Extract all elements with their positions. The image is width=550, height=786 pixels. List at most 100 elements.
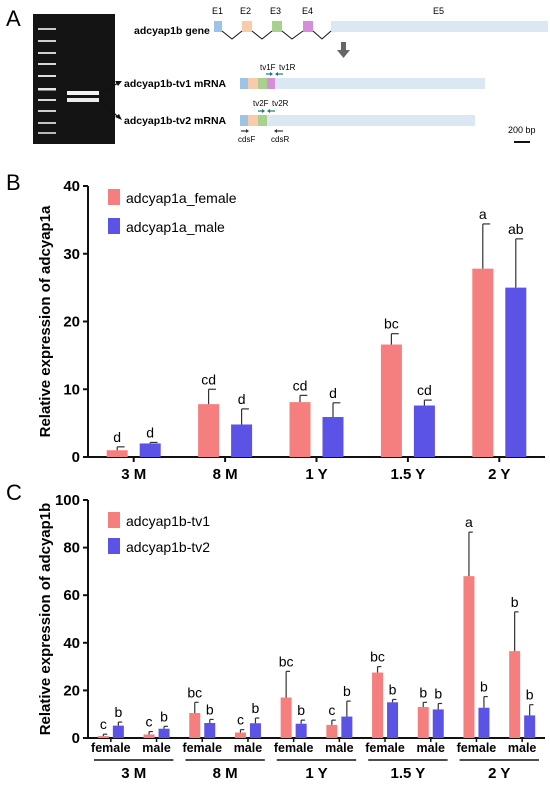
sample-band-tv2	[67, 98, 99, 102]
tv2-bar	[295, 723, 307, 738]
exon-label-e3: E3	[270, 6, 281, 16]
tv2-significance-label: b	[343, 683, 351, 699]
exon-label-e5: E5	[433, 6, 444, 16]
exon-box-e1	[214, 21, 222, 32]
primer-arrowhead-cdsr	[274, 129, 277, 133]
legend-label: adcyap1a_female	[126, 190, 237, 206]
intron-line-1	[221, 30, 243, 40]
panel-a-letter: A	[6, 6, 21, 31]
agarose-gel-image	[33, 14, 115, 144]
x-group-label: 1.5 Y	[391, 765, 426, 782]
tv1-bar	[189, 713, 201, 738]
tv1-bar	[326, 724, 338, 738]
tv2-bar	[112, 725, 124, 738]
tv2-bar	[432, 709, 444, 738]
tv1-bar	[463, 576, 475, 738]
tv2-significance-label: b	[526, 687, 534, 703]
tv1-bar	[417, 707, 429, 738]
legend-swatch	[108, 538, 120, 554]
gel-background	[33, 14, 115, 144]
tv2-mrna-label: adcyap1b-tv2 mRNA	[124, 115, 227, 127]
tv1-bar	[143, 734, 155, 738]
y-tick-label: 0	[72, 730, 80, 747]
y-axis-title: Relative expression of adcyap1a	[37, 205, 54, 437]
x-sex-label: female	[182, 741, 222, 755]
ladder-band	[38, 40, 56, 42]
primer-label-tv1r: tv1R	[279, 63, 296, 72]
female-significance-label: bc	[384, 316, 399, 332]
tv1-mrna-label: adcyap1b-tv1 mRNA	[124, 78, 227, 90]
y-tick-label: 30	[63, 246, 80, 263]
primer-label-cdsf: cdsF	[238, 135, 255, 144]
gene-exon-boxes	[214, 21, 548, 32]
exon-box-e4	[303, 21, 313, 32]
ladder-band	[38, 122, 56, 124]
x-category-label: 1.5 Y	[391, 466, 426, 483]
male-bar	[139, 443, 161, 457]
legend-swatch	[108, 512, 120, 528]
primer-arrowhead-cdsf	[246, 129, 249, 133]
transcription-arrow-shaft	[341, 42, 346, 51]
x-group-label: 1 Y	[305, 765, 327, 782]
y-tick-label: 0	[72, 449, 80, 466]
gel-arrow-tv2	[100, 99, 119, 118]
tv1-mrna-exons	[240, 78, 485, 89]
ladder-band	[38, 99, 56, 101]
female-significance-label: cd	[293, 377, 308, 393]
tv2-bar	[249, 723, 261, 738]
tv1-significance-label: b	[419, 684, 427, 700]
gel-arrowhead-tv2	[115, 114, 122, 120]
x-sex-label: female	[457, 741, 497, 755]
exon-label-e4: E4	[302, 6, 313, 16]
intron-line-3	[281, 30, 304, 40]
tv1-significance-label: a	[465, 514, 473, 530]
y-tick-label: 100	[55, 492, 80, 509]
male-significance-label: ab	[508, 221, 524, 237]
exon-label-e2: E2	[240, 6, 251, 16]
sample-band-tv1	[67, 91, 99, 95]
tv1-bar	[509, 651, 521, 738]
tv2-bar	[341, 716, 353, 738]
female-significance-label: a	[479, 206, 487, 222]
legend-label: adcyap1b-tv2	[126, 539, 210, 555]
ladder-band	[38, 110, 56, 112]
tv1-bar	[234, 732, 246, 738]
tv1-significance-label: bc	[279, 653, 294, 669]
y-tick-label: 20	[63, 314, 80, 331]
intron-line-2	[251, 30, 273, 40]
tv1-significance-label: c	[328, 702, 335, 718]
tv2-significance-label: b	[297, 702, 305, 718]
scale-bar-label: 200 bp	[508, 125, 536, 135]
x-group-label: 2 Y	[488, 765, 510, 782]
x-sex-label: female	[274, 741, 314, 755]
female-significance-label: d	[113, 429, 121, 445]
primer-arrowhead-tv1r	[275, 72, 278, 76]
male-bar	[505, 287, 527, 457]
y-tick-label: 20	[63, 682, 80, 699]
y-tick-label: 10	[63, 381, 80, 398]
y-axis-title: Relative expression of adcyap1b	[37, 503, 54, 736]
tv2-significance-label: b	[160, 708, 168, 724]
primer-label-tv2r: tv2R	[272, 99, 289, 108]
female-significance-label: cd	[201, 371, 216, 387]
panel-c-letter: C	[6, 480, 22, 505]
x-sex-label: male	[417, 741, 446, 755]
tv1-significance-label: bc	[370, 649, 385, 665]
tv1-bar	[372, 672, 384, 738]
male-bar	[231, 424, 253, 457]
x-sex-label: female	[365, 741, 405, 755]
exon-box-e2	[242, 21, 252, 32]
legend-swatch	[108, 218, 120, 234]
tv1-significance-label: c	[146, 714, 153, 730]
intron-line-4	[312, 30, 332, 40]
male-significance-label: d	[146, 424, 154, 440]
exon-label-e1: E1	[212, 6, 223, 16]
tv2-bar	[204, 723, 216, 738]
ladder-band	[38, 132, 56, 134]
female-bar	[380, 344, 402, 457]
male-bar	[413, 405, 435, 457]
tv1-bar	[280, 697, 292, 738]
gel-arrowhead-tv1	[115, 81, 122, 86]
